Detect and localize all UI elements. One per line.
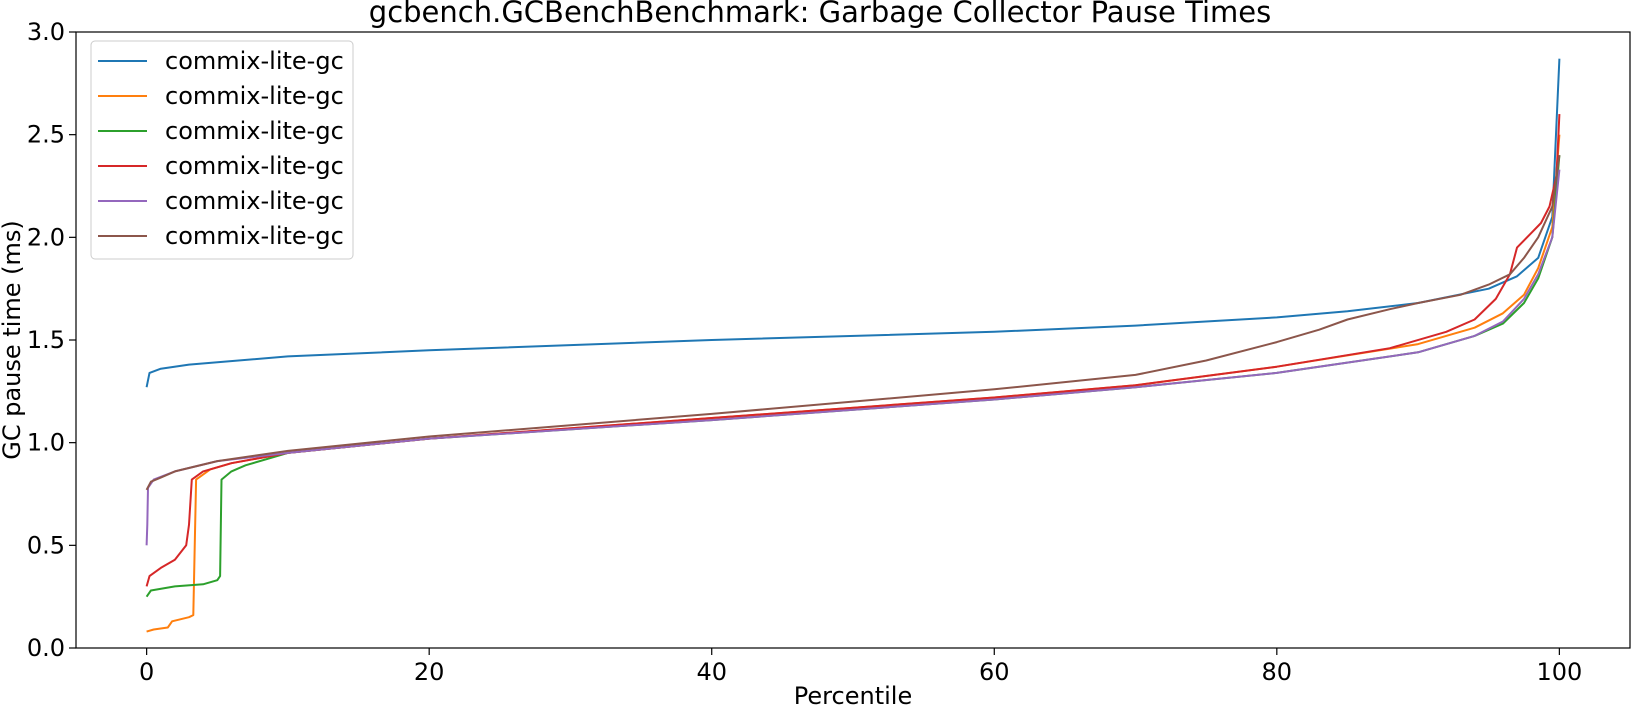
series-line-1	[145, 58, 1561, 388]
y-tick-label: 1.0	[27, 429, 65, 457]
series-line-6	[145, 155, 1561, 491]
y-tick-label: 2.0	[27, 223, 65, 251]
legend: commix-lite-gc commix-lite-gc commix-lite-…	[90, 40, 354, 260]
y-tick-label: 1.5	[27, 326, 65, 354]
y-tick-label: 0.0	[27, 634, 65, 662]
series-line-4	[145, 114, 1561, 587]
y-tick-label: 3.0	[27, 18, 65, 46]
y-axis: 0.0 0.5 1.0 1.5 2.0 2.5 3.0	[27, 18, 76, 662]
y-axis-label: GC pause time (ms)	[0, 220, 26, 460]
series-layer	[145, 58, 1561, 633]
x-tick-label: 40	[696, 658, 727, 686]
legend-label: commix-lite-gc	[165, 152, 344, 180]
chart-title: gcbench.GCBenchBenchmark: Garbage Collec…	[369, 0, 1271, 29]
legend-box	[90, 40, 354, 260]
x-tick-label: 100	[1536, 658, 1582, 686]
legend-label: commix-lite-gc	[165, 82, 344, 110]
y-tick-label: 2.5	[27, 121, 65, 149]
legend-label: commix-lite-gc	[165, 117, 344, 145]
x-tick-label: 0	[139, 658, 154, 686]
x-tick-label: 80	[1262, 658, 1293, 686]
x-tick-label: 60	[979, 658, 1010, 686]
legend-label: commix-lite-gc	[165, 187, 344, 215]
legend-label: commix-lite-gc	[165, 47, 344, 75]
y-tick-label: 0.5	[27, 531, 65, 559]
x-axis-label: Percentile	[794, 682, 912, 710]
x-tick-label: 20	[414, 658, 445, 686]
x-axis: 0 20 40 60 80 100	[139, 648, 1582, 686]
legend-label: commix-lite-gc	[165, 222, 344, 250]
